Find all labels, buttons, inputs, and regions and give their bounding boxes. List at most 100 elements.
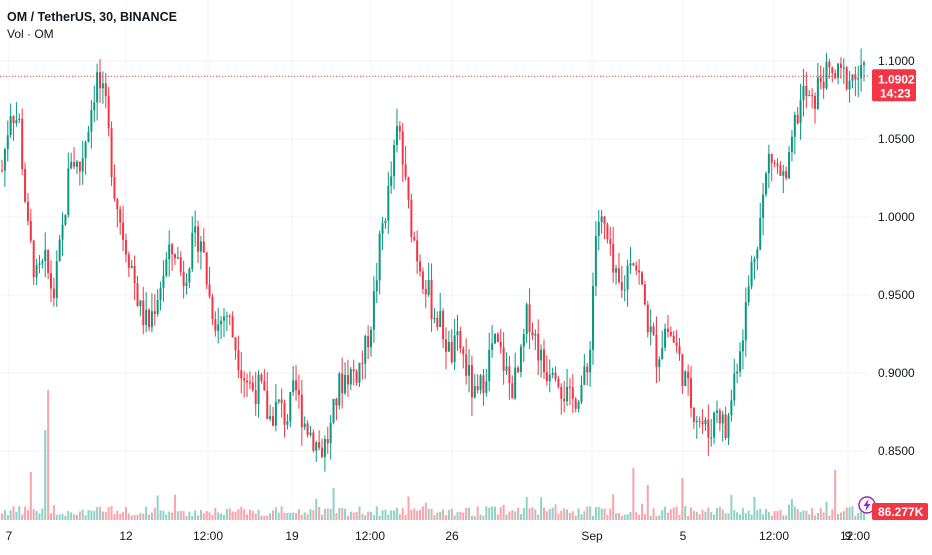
volume-bar <box>367 511 370 520</box>
volume-bar <box>329 508 332 520</box>
volume-bar <box>139 513 142 520</box>
candle-body <box>566 386 569 402</box>
candle-body <box>528 304 531 332</box>
candle-body <box>433 317 436 320</box>
volume-bar <box>176 511 179 520</box>
volume-bar <box>655 515 658 520</box>
volume-bar <box>211 514 214 520</box>
candle-body <box>280 399 283 404</box>
candle-body <box>101 83 104 89</box>
volume-bar <box>346 515 349 520</box>
volume-bar <box>813 515 816 520</box>
candle-body <box>55 261 58 299</box>
volume-bar <box>398 514 401 520</box>
volume-bar <box>739 514 742 520</box>
volume-bar <box>217 512 220 520</box>
volume-bar <box>251 510 254 520</box>
candle-body <box>522 334 525 347</box>
volume-bar <box>127 513 130 520</box>
candle-body <box>162 275 165 288</box>
candle-body <box>597 221 600 236</box>
volume-bar <box>730 494 733 520</box>
candle-body <box>690 378 693 409</box>
candle-body <box>465 354 468 376</box>
price-axis[interactable]: 0.8500 0.9000 0.9500 1.0000 1.0500 1.1000 <box>878 54 915 458</box>
volume-indicator-label[interactable]: Vol · OM <box>7 27 54 41</box>
candle-body <box>617 268 620 283</box>
volume-bar <box>465 507 468 520</box>
candle-body <box>707 419 710 438</box>
volume-bar <box>718 506 721 520</box>
volume-bar <box>773 511 776 520</box>
volume-bar <box>531 507 534 520</box>
volume-bar <box>274 507 277 520</box>
time-axis[interactable]: 7 12 12:00 19 12:00 26 Sep 5 12:00 912:00 <box>6 529 871 543</box>
volume-bar <box>756 510 759 520</box>
volume-bar <box>860 511 863 520</box>
volume-bar <box>857 512 860 520</box>
volume-bar <box>496 514 499 520</box>
volume-bar <box>15 511 18 520</box>
candle-body <box>450 342 453 363</box>
candle-body <box>776 163 779 166</box>
candle-body <box>390 176 393 186</box>
candle-body <box>375 280 378 292</box>
volume-bar <box>710 512 713 520</box>
candle-body <box>514 367 517 399</box>
volume-bar <box>32 509 35 520</box>
candle-body <box>145 309 148 326</box>
volume-bar <box>641 503 644 520</box>
volume-bar <box>24 506 27 520</box>
candle-body <box>828 61 831 68</box>
candle-body <box>638 270 641 273</box>
volume-bar <box>332 487 335 520</box>
candle-body <box>113 177 116 199</box>
candle-body <box>756 249 759 259</box>
candle-body <box>620 282 623 291</box>
volume-bar <box>632 468 635 520</box>
volume-bar <box>695 511 698 520</box>
candle-body <box>289 391 292 422</box>
candle-body <box>251 382 254 391</box>
volume-bar <box>664 506 667 520</box>
volume-bar <box>153 508 156 520</box>
candle-body <box>525 304 528 335</box>
volume-bar <box>145 506 148 520</box>
volume-bar <box>796 509 799 520</box>
candle-body <box>124 240 127 255</box>
candle-body <box>664 328 667 348</box>
volume-bar <box>338 508 341 520</box>
volume-bar <box>401 507 404 520</box>
volume-bar <box>563 508 566 520</box>
volume-bar <box>468 507 471 520</box>
volume-bar <box>707 507 710 520</box>
volume-bar <box>560 510 563 520</box>
volume-bar <box>491 506 494 520</box>
volume-bar <box>571 511 574 520</box>
volume-bar <box>107 507 110 520</box>
candle-body <box>237 350 240 371</box>
volume-bar <box>355 512 358 520</box>
volume-bar <box>41 508 44 520</box>
grid <box>0 0 868 522</box>
candle-body <box>217 324 220 331</box>
candle-body <box>110 128 113 178</box>
candle-body <box>473 386 476 398</box>
candle-body <box>747 286 750 303</box>
volume-bar <box>629 512 632 520</box>
candle-body <box>479 375 482 391</box>
candle-body <box>424 288 427 295</box>
candle-body <box>816 77 819 109</box>
symbol-title[interactable]: OM / TetherUS, 30, BINANCE <box>7 10 177 24</box>
candle-body <box>191 232 194 269</box>
volume-bar <box>540 497 543 520</box>
candle-body <box>819 77 822 82</box>
time-tick-label: 5 <box>680 529 687 543</box>
candle-body <box>482 375 485 393</box>
volume-bar <box>646 484 649 520</box>
candle-body <box>90 110 93 132</box>
candle-body <box>297 390 300 395</box>
candle-body <box>93 102 96 111</box>
